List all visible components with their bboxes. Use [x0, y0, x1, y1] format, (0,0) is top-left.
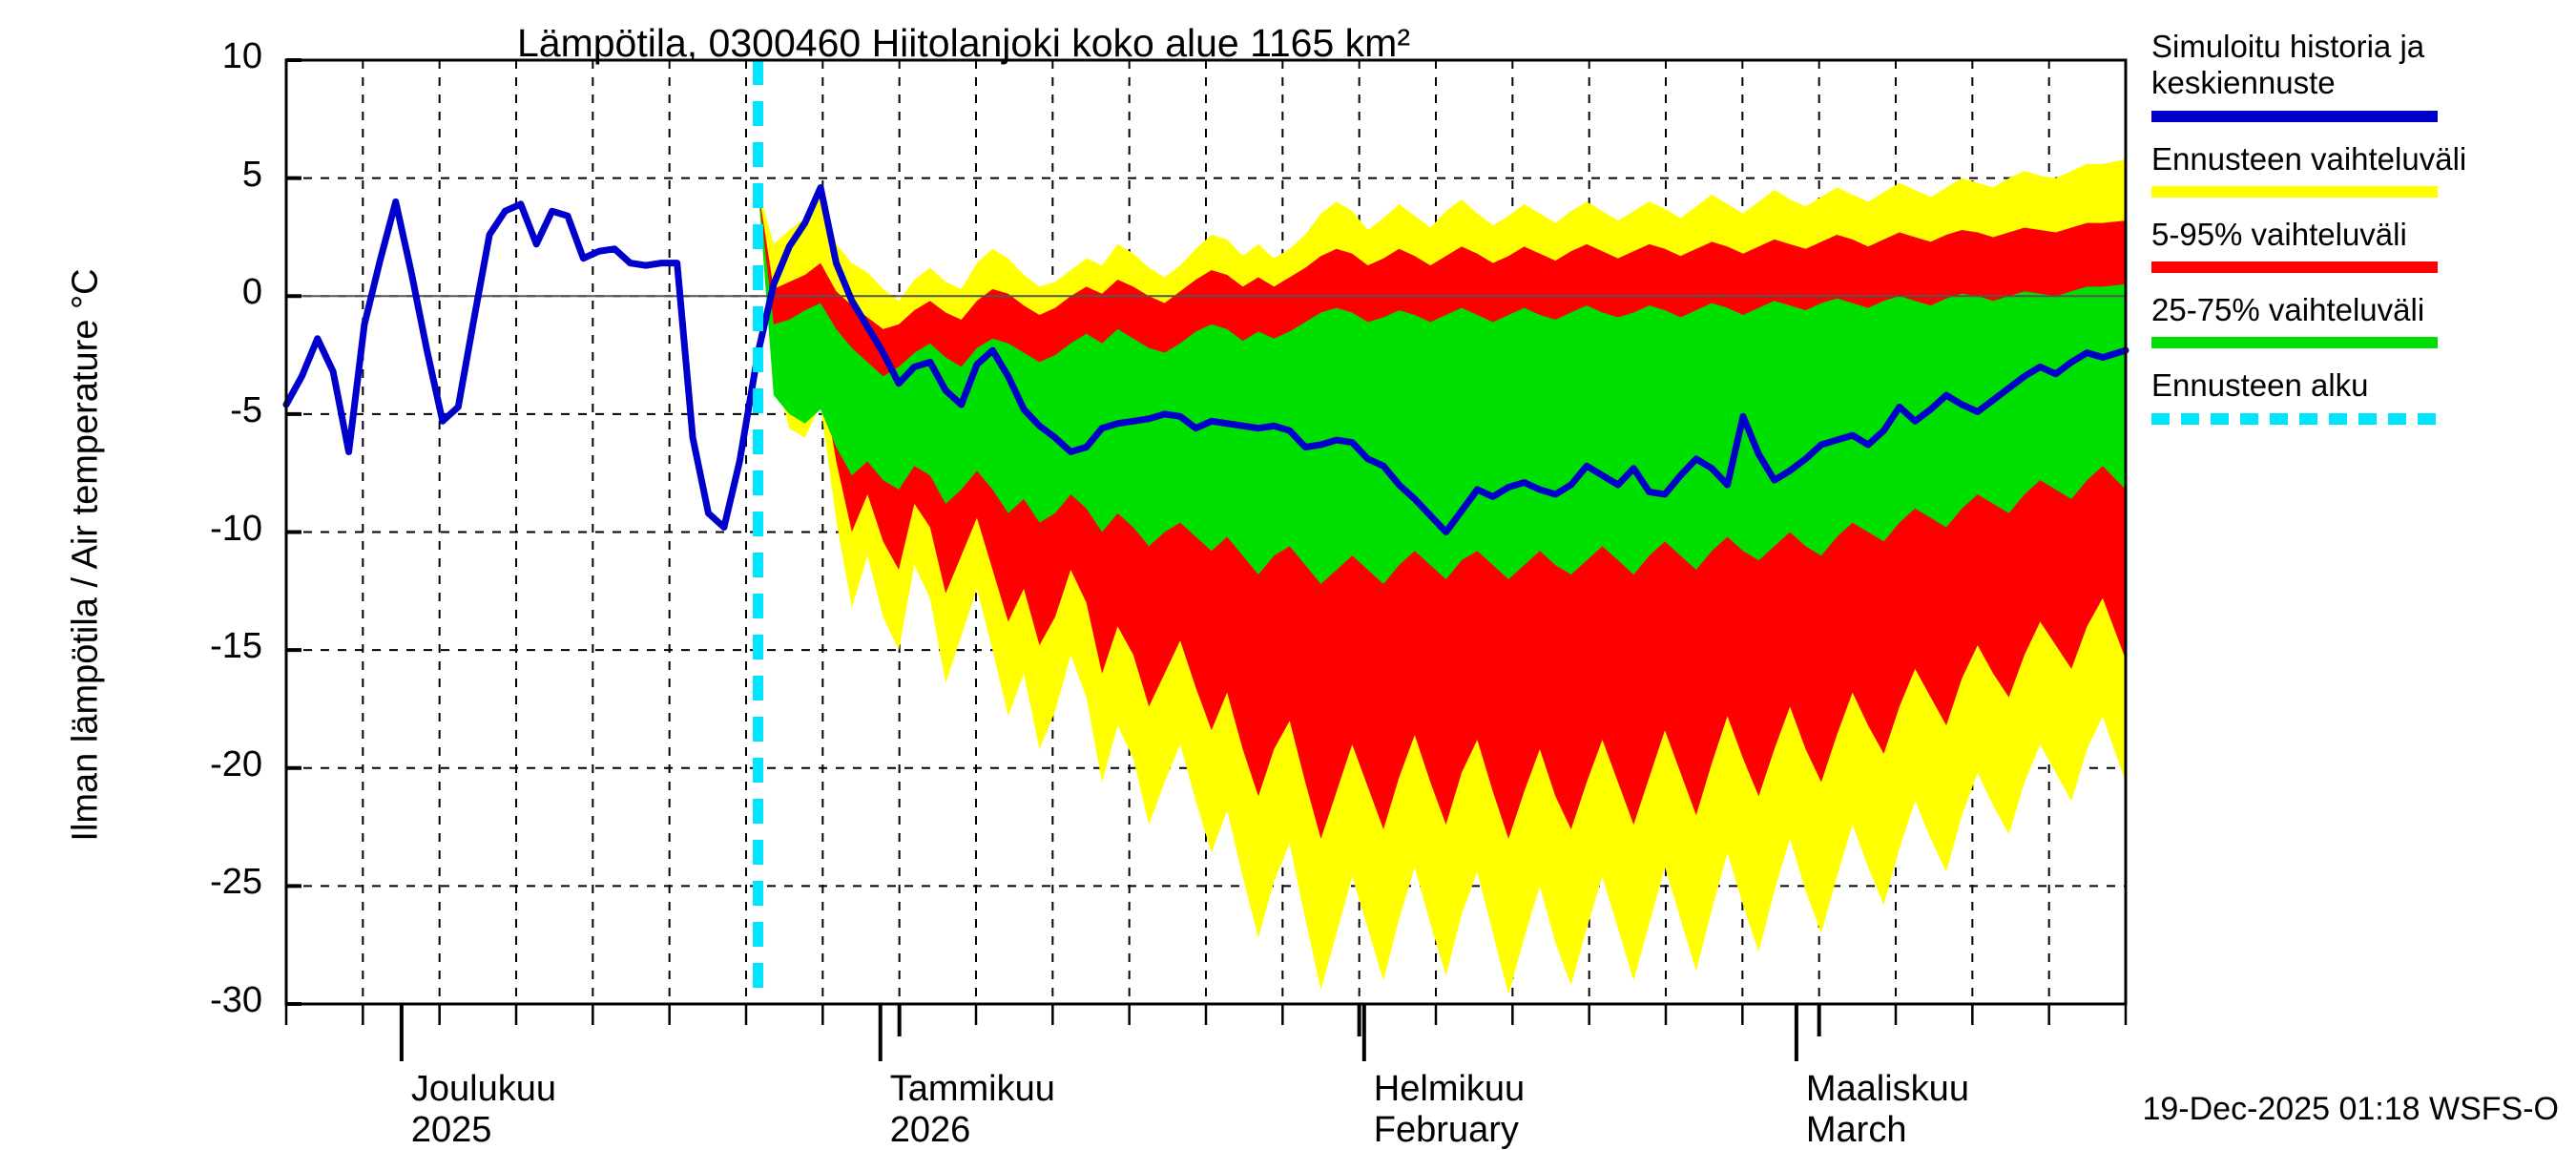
- x-tick-label: Helmikuu February: [1374, 1069, 1525, 1150]
- legend-swatch-range-5-95: [2151, 261, 2438, 274]
- legend-swatch-forecast-range: [2151, 185, 2438, 198]
- legend-label: Simuloitu historia ja keskiennuste: [2151, 29, 2425, 101]
- x-tick-label-primary: Maaliskuu: [1805, 1069, 1969, 1109]
- legend-swatch-range-25-75: [2151, 337, 2438, 349]
- legend-entry-forecast-start: Ennusteen alku: [2151, 367, 2571, 425]
- y-tick-label: -20: [210, 743, 262, 784]
- x-tick-label-primary: Joulukuu: [410, 1069, 556, 1109]
- legend-swatch-forecast-start: [2151, 412, 2438, 425]
- x-tick-label-secondary: February: [1373, 1109, 1519, 1150]
- chart-title: Lämpötila, 0300460 Hiitolanjoki koko alu…: [517, 21, 1410, 65]
- y-tick-label: -15: [210, 626, 262, 667]
- band-25-75-vaihteluv-li: [758, 187, 2126, 584]
- y-tick-label: 0: [241, 272, 262, 313]
- x-tick-label: Joulukuu 2025: [411, 1069, 556, 1150]
- x-tick-label-secondary: March: [1805, 1109, 1907, 1150]
- y-tick-label: 10: [221, 36, 262, 76]
- y-tick-label: -10: [210, 508, 262, 549]
- legend-label: Ennusteen alku: [2151, 367, 2369, 404]
- x-tick-label-secondary: 2026: [889, 1109, 971, 1150]
- y-tick-label: -30: [210, 980, 262, 1020]
- x-tick-label: Tammikuu 2026: [890, 1069, 1055, 1150]
- legend-entry-range-5-95: 5-95% vaihteluväli: [2151, 216, 2571, 274]
- x-tick-label-primary: Helmikuu: [1373, 1069, 1526, 1109]
- legend-label: Ennusteen vaihteluväli: [2151, 140, 2467, 177]
- legend-entry-forecast-range: Ennusteen vaihteluväli: [2151, 141, 2571, 198]
- legend-swatch-mean-forecast: [2151, 110, 2438, 122]
- timestamp-label: 19-Dec-2025 01:18 WSFS-O: [2142, 1091, 2559, 1127]
- y-tick-label: -25: [210, 862, 262, 903]
- legend-label: 5-95% vaihteluväli: [2151, 216, 2407, 252]
- x-tick-label: Maaliskuu March: [1806, 1069, 1969, 1150]
- legend-entry-mean-forecast: Simuloitu historia ja keskiennuste: [2151, 29, 2571, 122]
- y-tick-label: 5: [241, 154, 262, 195]
- legend-label: 25-75% vaihteluväli: [2151, 292, 2425, 328]
- x-tick-label-secondary: 2025: [410, 1109, 492, 1150]
- x-tick-label-primary: Tammikuu: [889, 1069, 1055, 1109]
- legend-entry-range-25-75: 25-75% vaihteluväli: [2151, 292, 2571, 349]
- y-tick-label: -5: [230, 389, 262, 430]
- series-line-mean: [282, 184, 2129, 535]
- y-axis-label: Ilman lämpötila / Air temperature °C: [65, 268, 106, 842]
- chart-legend: Simuloitu historia ja keskiennuste Ennust…: [2151, 29, 2571, 444]
